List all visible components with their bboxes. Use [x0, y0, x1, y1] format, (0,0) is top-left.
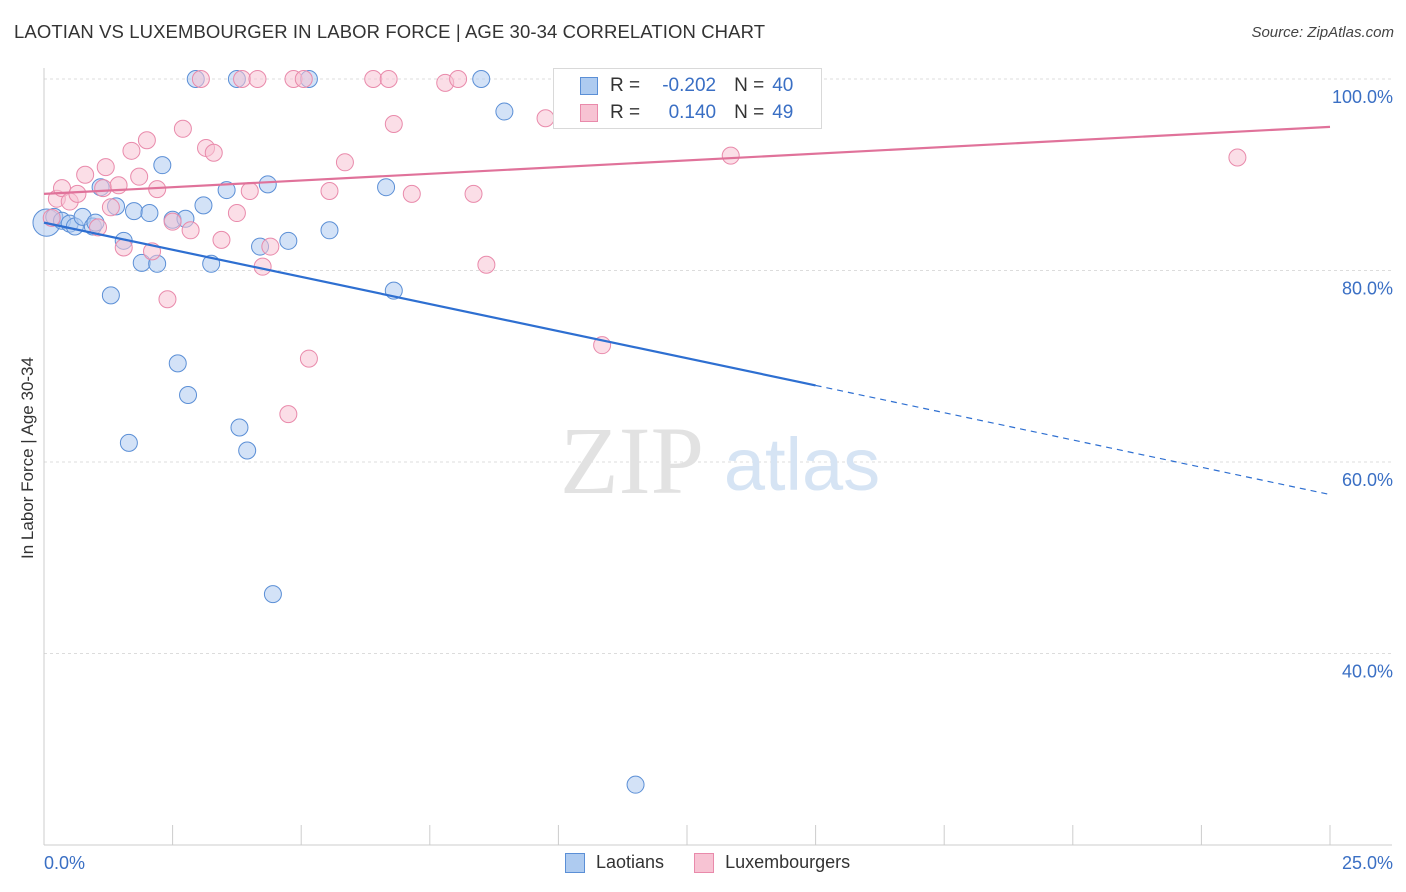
luxembourger-point [94, 179, 113, 198]
luxembourger-point [1228, 148, 1247, 167]
laotian-point [168, 354, 187, 373]
legend-r-value: -0.202 [662, 75, 717, 96]
laotian-trend-line-extension [815, 384, 1331, 496]
legend-r-label: R = [610, 102, 641, 123]
series-legend-luxembourgers: Luxembourgers [694, 852, 850, 873]
legend-swatch-blue [580, 77, 598, 95]
luxembourger-point [364, 70, 383, 88]
source-credit: Source: ZipAtlas.com [1251, 24, 1394, 41]
luxembourger-trend-line [43, 125, 1331, 195]
series-legend-laotians: Laotians [565, 852, 664, 873]
luxembourger-point [96, 158, 115, 177]
luxembourger-point [163, 212, 182, 231]
watermark: ZIP atlas [560, 407, 880, 514]
luxembourger-point [76, 165, 95, 184]
trend-layer [43, 125, 1331, 496]
luxembourger-point [279, 405, 298, 424]
y-tick-label: 60.0% [1342, 470, 1393, 490]
series-legend: Laotians Luxembourgers [565, 852, 880, 873]
luxembourger-point [101, 198, 120, 217]
legend-n-value: 40 [772, 75, 794, 96]
laotian-point [179, 385, 198, 404]
luxembourger-point [449, 70, 468, 88]
series-legend-label: Laotians [596, 852, 665, 872]
legend-n-label: N = [734, 102, 765, 123]
series-legend-swatch-pink [694, 852, 715, 873]
legend-r-label: R = [610, 75, 641, 96]
luxembourger-point [89, 218, 108, 237]
laotian-point [217, 181, 236, 200]
laotian-point [263, 585, 282, 604]
luxembourger-point [299, 349, 318, 368]
legend-n-value: 49 [772, 102, 794, 123]
chart-title: LAOTIAN VS LUXEMBOURGER IN LABOR FORCE |… [14, 21, 766, 42]
luxembourger-point [464, 184, 483, 203]
laotian-point [153, 156, 172, 175]
laotian-point [472, 70, 491, 88]
legend-row-laotians: R = -0.202 N = 40 [580, 73, 793, 99]
legend-r-value: 0.140 [668, 102, 717, 123]
luxembourger-point [212, 230, 231, 249]
luxembourger-point [294, 70, 313, 88]
axis-layer [43, 68, 1392, 846]
luxembourger-point [191, 70, 210, 88]
luxembourger-point [320, 182, 339, 201]
x-tick-label: 0.0% [44, 853, 85, 873]
laotian-point [238, 441, 257, 460]
laotian-point [320, 221, 339, 240]
x-tick-label: 25.0% [1342, 853, 1393, 873]
y-tick-label: 40.0% [1342, 662, 1393, 682]
laotian-point [626, 775, 645, 794]
correlation-legend: R = -0.202 N = 40 R = 0.140 N = 49 [553, 68, 822, 129]
laotian-point [140, 204, 159, 223]
laotian-trend-line [43, 221, 816, 387]
luxembourger-point [240, 182, 259, 201]
luxembourger-point [261, 237, 280, 256]
luxembourger-point [477, 255, 496, 274]
luxembourger-point [721, 146, 740, 165]
legend-n-label: N = [734, 75, 765, 96]
laotian-point [495, 102, 514, 121]
luxembourger-point [68, 184, 87, 203]
y-axis-label: In Labor Force | Age 30-34 [18, 357, 37, 559]
laotian-point [279, 231, 298, 250]
luxembourger-point [42, 208, 61, 227]
luxembourger-point [137, 131, 156, 150]
luxembourger-point [181, 221, 200, 240]
luxembourger-point [204, 143, 223, 162]
laotian-point [194, 196, 213, 215]
series-legend-swatch-blue [565, 852, 585, 873]
luxembourger-point [384, 115, 403, 134]
points-layer [32, 70, 1247, 794]
laotian-point [125, 202, 144, 221]
y-tick-label: 100.0% [1332, 87, 1393, 107]
legend-swatch-pink [580, 104, 598, 122]
laotian-point [377, 178, 396, 197]
luxembourger-point [122, 141, 141, 160]
luxembourger-point [158, 290, 177, 309]
tick-label-layer: 100.0% 80.0% 60.0% 40.0% 0.0% 25.0% [44, 87, 1393, 873]
luxembourger-point [130, 167, 149, 186]
series-legend-label: Luxembourgers [725, 852, 851, 872]
luxembourger-point [402, 184, 421, 203]
watermark-atlas: atlas [724, 423, 880, 506]
laotian-point [258, 175, 277, 194]
luxembourger-point [379, 70, 398, 88]
luxembourger-point [248, 70, 267, 88]
luxembourger-point [233, 70, 252, 88]
laotian-point [119, 433, 138, 452]
luxembourger-point [173, 119, 192, 138]
watermark-zip: ZIP [560, 407, 704, 514]
luxembourger-point [227, 204, 246, 223]
legend-row-luxembourgers: R = 0.140 N = 49 [580, 100, 793, 126]
laotian-point [101, 286, 120, 305]
luxembourger-point [536, 109, 555, 128]
y-tick-label: 80.0% [1342, 279, 1393, 299]
grid-layer [44, 78, 1392, 654]
luxembourger-point [335, 153, 354, 172]
laotian-point [230, 418, 249, 437]
